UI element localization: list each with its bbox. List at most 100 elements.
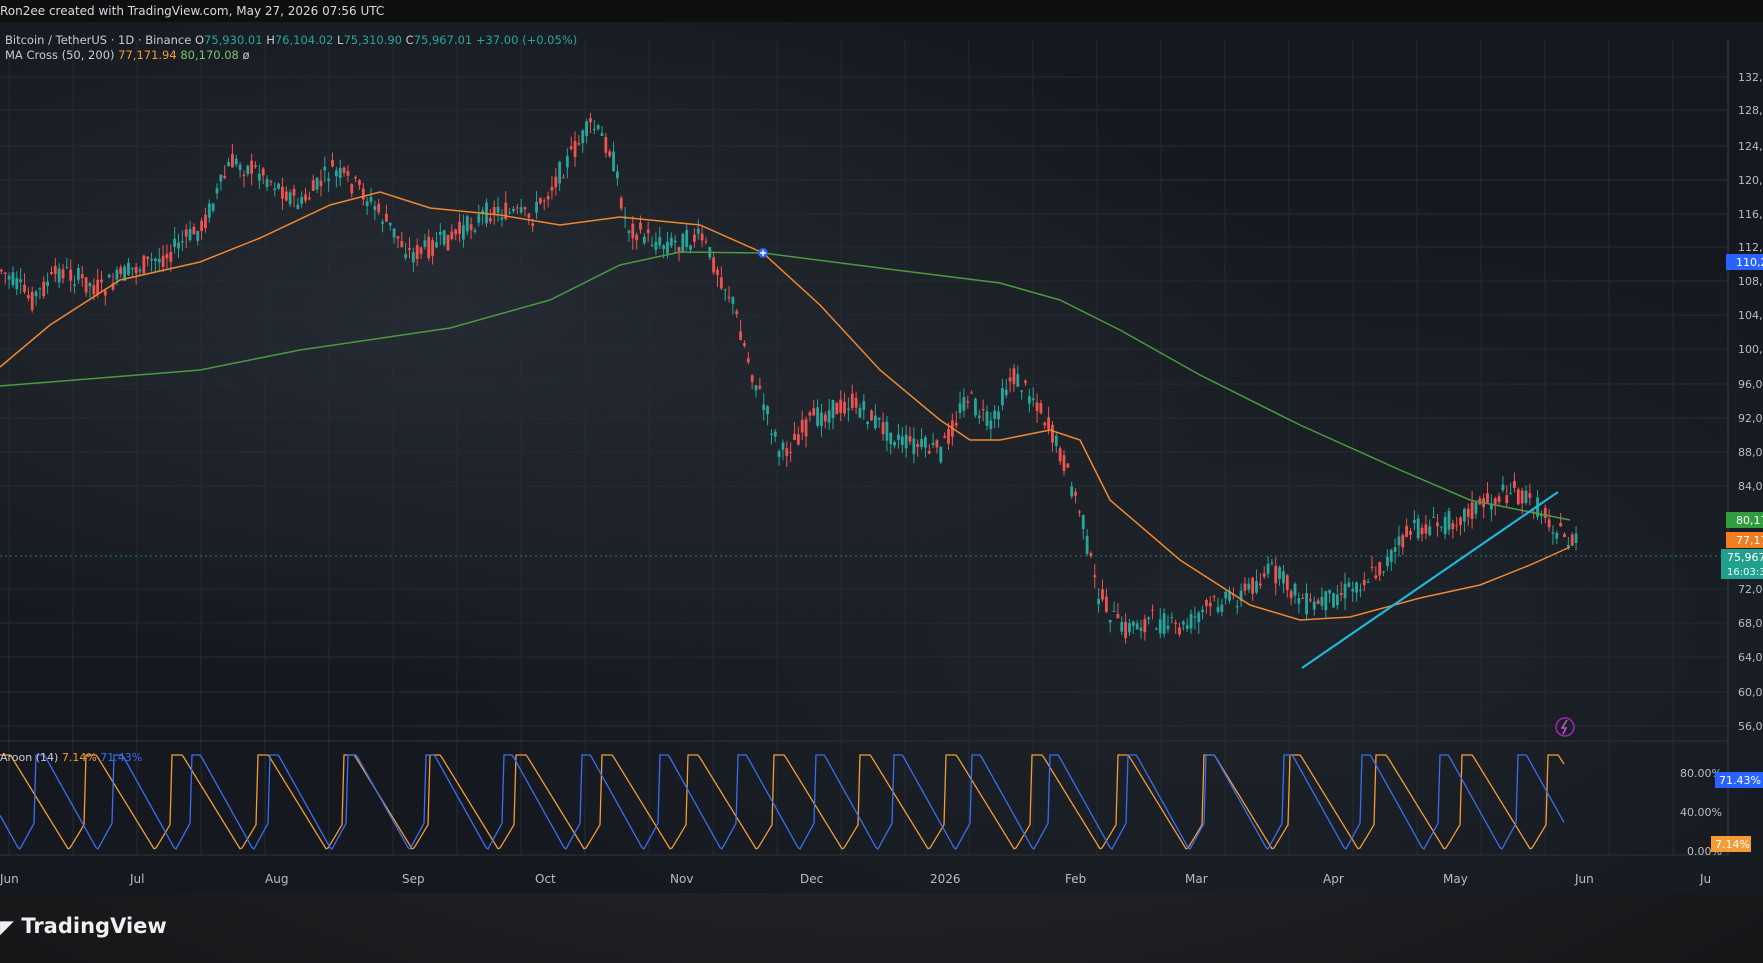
- candle-body: [1474, 502, 1478, 514]
- candle-body: [80, 274, 84, 279]
- candle-body: [1393, 547, 1397, 552]
- candle-body: [1139, 627, 1143, 631]
- time-tick-label: Aug: [265, 872, 288, 886]
- candle-body: [1497, 496, 1501, 502]
- candle-body: [234, 158, 238, 165]
- symbol-name[interactable]: Bitcoin / TetherUS · 1D · Binance: [5, 33, 192, 47]
- candle-body: [1008, 377, 1012, 382]
- candle-body: [1024, 380, 1027, 383]
- candle-body: [180, 241, 184, 243]
- candle-body: [1166, 625, 1170, 629]
- candle-body: [446, 234, 450, 251]
- candle-body: [315, 177, 319, 190]
- candle-body: [592, 128, 596, 130]
- candle-body: [342, 167, 346, 173]
- candle-body: [331, 160, 334, 167]
- candle-body: [1012, 368, 1016, 385]
- candle-body: [504, 202, 508, 220]
- candle-body: [712, 257, 716, 273]
- candle-body: [154, 258, 157, 262]
- candle-body: [1470, 502, 1474, 520]
- candle-body: [184, 229, 188, 237]
- candle-body: [1297, 598, 1301, 604]
- top-bar: Ron2ee created with TradingView.com, May…: [0, 0, 1763, 22]
- candle-body: [770, 433, 773, 435]
- candle-body: [334, 170, 338, 177]
- candle-body: [719, 277, 723, 289]
- ma-legend[interactable]: MA Cross (50, 200) 77,171.94 80,170.08 ø: [5, 48, 250, 62]
- candle-body: [573, 141, 577, 158]
- candle-body: [1274, 565, 1278, 584]
- candle-body: [1370, 566, 1374, 568]
- cross-marker[interactable]: [758, 248, 768, 258]
- candle-body: [177, 242, 180, 249]
- candle-body: [650, 244, 654, 246]
- candle-body: [873, 415, 877, 429]
- candle-body: [931, 442, 935, 445]
- candle-body: [1540, 514, 1543, 516]
- candle-body: [673, 240, 677, 243]
- candle-body: [1031, 398, 1035, 401]
- candle-body: [84, 277, 88, 293]
- candle-body: [1528, 493, 1532, 498]
- candle-body: [542, 200, 546, 202]
- candle-body: [562, 177, 565, 179]
- high-label: H: [266, 33, 275, 47]
- badge-aroon-down-text: 71.43%: [1719, 774, 1761, 787]
- ma-slow-value: 80,170.08: [180, 48, 239, 62]
- candle-body: [1039, 403, 1043, 414]
- candle-body: [465, 216, 469, 232]
- oscillator-name[interactable]: Aroon (14): [0, 751, 59, 764]
- candle-body: [1181, 621, 1185, 625]
- candle-body: [1320, 596, 1324, 606]
- badge-ma-slow: [1726, 512, 1763, 528]
- candle-body: [935, 440, 939, 448]
- candle-body: [1070, 486, 1074, 497]
- price-axis: 132, 128, 124, 120, 116, 112,0 108,0 104,0 100,0…: [1738, 71, 1763, 733]
- chart-canvas[interactable]: 132, 128, 124, 120, 116, 112,0 108,0 104,0 100,0…: [0, 0, 1763, 893]
- price-badges: 110,2 80,170 77,171 75,967 16:03:3 71.43% 7.14…: [1711, 254, 1763, 852]
- replay-icon[interactable]: [1555, 717, 1575, 737]
- candle-body: [716, 269, 719, 276]
- candle-body: [388, 222, 392, 226]
- candle-body: [758, 385, 762, 389]
- candle-body: [488, 217, 492, 222]
- price-tick-label: 132,: [1738, 71, 1763, 84]
- candle-body: [311, 180, 315, 191]
- candle-body: [92, 285, 96, 295]
- candle-body: [77, 268, 80, 280]
- candle-body: [627, 230, 631, 233]
- eye-off-icon[interactable]: ø: [242, 48, 250, 62]
- ma-indicator-name[interactable]: MA Cross (50, 200): [5, 48, 115, 62]
- aroon-up-value: 7.14%: [61, 751, 97, 764]
- symbol-legend[interactable]: Bitcoin / TetherUS · 1D · Binance O75,93…: [5, 33, 577, 47]
- candle-body: [743, 343, 746, 346]
- candle-body: [1332, 593, 1335, 608]
- candle-body: [920, 438, 923, 448]
- ma-200-line: [0, 251, 1571, 521]
- candle-body: [57, 268, 61, 283]
- candle-body: [1108, 619, 1112, 623]
- time-tick-label: Sep: [402, 872, 425, 886]
- candle-body: [1220, 604, 1224, 613]
- open-label: O: [194, 33, 205, 47]
- candle-body: [1551, 532, 1555, 534]
- candle-body: [1228, 590, 1231, 601]
- candle-body: [161, 255, 165, 268]
- candle-body: [693, 234, 696, 242]
- time-tick-label: Jun: [0, 872, 19, 886]
- candle-body: [1074, 491, 1077, 496]
- badge-ma-fast: [1726, 532, 1763, 548]
- candle-body: [535, 201, 538, 213]
- oscillator-legend[interactable]: Aroon (14) 7.14% 71.43%: [0, 751, 142, 764]
- candle-body: [696, 228, 700, 234]
- candle-body: [831, 399, 835, 418]
- candle-body: [1463, 508, 1466, 522]
- candle-body: [1516, 489, 1520, 505]
- candle-body: [204, 214, 207, 229]
- candle-body: [943, 436, 947, 438]
- candle-body: [689, 245, 692, 250]
- candle-body: [631, 223, 635, 239]
- candle-body: [1147, 617, 1151, 620]
- candle-body: [1235, 605, 1239, 608]
